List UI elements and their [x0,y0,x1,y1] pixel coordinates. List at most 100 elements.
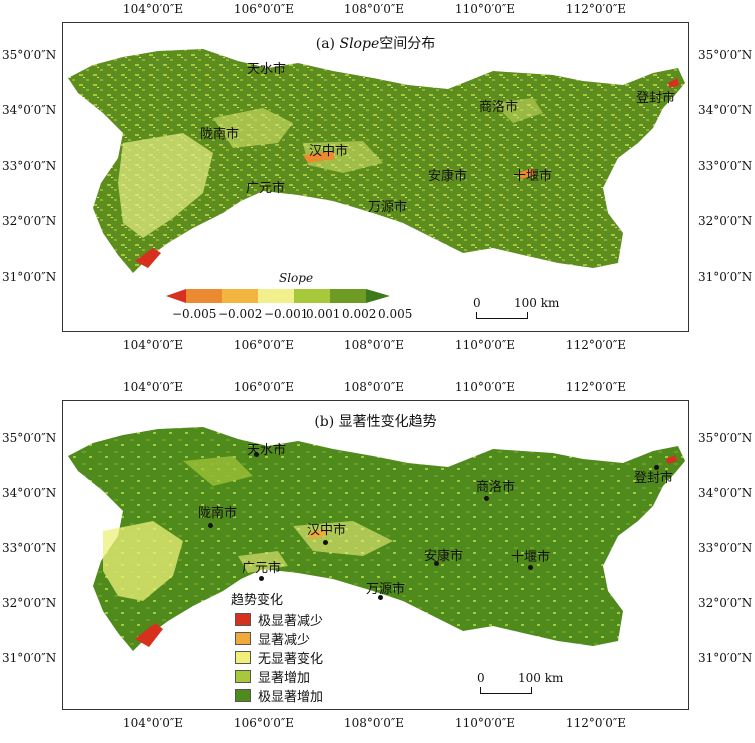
y-tick-right: 35°0′0″N [698,48,753,62]
legend-label: 0.002 [342,307,377,321]
legend-swatch [235,632,251,645]
red-patch [303,151,335,163]
x-tick-top: 108°0′0″E [343,2,405,16]
pale-zone [103,521,183,601]
legend-label: −0.001 [264,307,309,321]
x-tick-top: 104°0′0″E [122,2,184,16]
y-tick-right: 35°0′0″N [698,431,753,445]
city-marker [323,540,328,545]
legend-title: Slope [279,271,314,285]
y-tick-right: 31°0′0″N [698,651,753,665]
city-label-shangluo: 商洛市 [476,480,516,495]
x-tick-top: 104°0′0″E [122,380,184,394]
y-tick-left: 32°0′0″N [2,596,57,610]
legend-swatch [258,289,294,303]
y-tick-right: 31°0′0″N [698,270,753,284]
x-tick-bottom: 104°0′0″E [122,338,184,352]
y-tick-left: 34°0′0″N [2,486,57,500]
x-tick-top: 110°0′0″E [454,2,516,16]
x-tick-bottom: 106°0′0″E [233,338,295,352]
city-label-longnan: 陇南市 [200,127,240,142]
y-tick-left: 35°0′0″N [2,48,57,62]
legend-swatch [235,651,251,664]
legend-item: 显著增加 [231,667,361,686]
map-frame: (a) Slope空间分布 天水市 商洛市 登封市 陇南市 汉中市 安康市 十堰… [62,22,689,332]
y-tick-left: 33°0′0″N [2,541,57,555]
city-marker [208,523,213,528]
city-label-guangyuan: 广元市 [246,181,286,196]
city-label-tianshui: 天水市 [247,62,287,77]
pale-zone [293,521,393,556]
x-tick-top: 106°0′0″E [233,380,295,394]
panel-title: (b) 显著性变化趋势 [314,414,437,430]
y-tick-right: 33°0′0″N [698,159,753,173]
red-patch [668,78,679,88]
pale-zone [238,551,288,573]
y-tick-right: 34°0′0″N [698,486,753,500]
trend-legend: 趋势变化 极显著减少 显著减少 无显著变化 显著增加 极显著增加 [231,589,361,705]
legend-swatch [235,689,251,702]
y-tick-left: 31°0′0″N [2,270,57,284]
city-label-shangluo: 商洛市 [479,100,519,115]
legend-label: 0.005 [378,307,413,321]
legend-colorbar [166,289,390,303]
legend-label: 0.001 [306,307,341,321]
pale-zone [118,133,213,238]
city-label-shiyan: 十堰市 [511,550,551,565]
red-patch [135,623,163,647]
city-label-guangyuan: 广元市 [242,561,282,576]
legend-swatch [235,670,251,683]
legend-item: 无显著变化 [231,648,361,667]
legend-arrow-low [166,289,186,303]
y-tick-right: 34°0′0″N [698,103,753,117]
city-label-dengfeng: 登封市 [636,91,676,106]
y-tick-left: 34°0′0″N [2,103,57,117]
red-patch [518,168,535,179]
region-map [68,427,685,651]
legend-arrow-high [366,289,390,303]
legend-item: 极显著减少 [231,610,361,629]
red-patch [308,529,327,539]
city-marker [254,452,259,457]
y-tick-left: 35°0′0″N [2,431,57,445]
y-tick-left: 31°0′0″N [2,651,57,665]
city-label-wanyuan: 万源市 [368,200,408,215]
y-tick-left: 33°0′0″N [2,159,57,173]
y-tick-right: 33°0′0″N [698,541,753,555]
city-marker [378,595,383,600]
city-label-ankang: 安康市 [424,549,464,564]
legend-swatch [330,289,366,303]
x-tick-bottom: 112°0′0″E [565,338,627,352]
city-label-dengfeng: 登封市 [634,471,674,486]
legend-label: −0.002 [218,307,263,321]
city-label-hanzhong: 汉中市 [307,523,347,538]
x-tick-top: 110°0′0″E [454,380,516,394]
map-frame: (b) 显著性变化趋势 天水市 商洛市 登封市 陇南市 汉中市 安康市 十堰市 … [62,400,689,710]
city-marker [528,565,533,570]
legend-swatch [186,289,222,303]
legend-label: −0.005 [172,307,217,321]
x-tick-bottom: 110°0′0″E [454,338,516,352]
x-tick-bottom: 106°0′0″E [233,716,295,730]
y-tick-right: 32°0′0″N [698,214,753,228]
red-patch [666,455,677,464]
red-patch [135,248,161,268]
x-tick-bottom: 110°0′0″E [454,716,516,730]
legend-item: 极显著增加 [231,686,361,705]
city-label-tianshui: 天水市 [247,443,287,458]
city-marker [434,561,439,566]
city-label-longnan: 陇南市 [198,506,238,521]
panel-slope-distribution: 104°0′0″E 106°0′0″E 108°0′0″E 110°0′0″E … [0,0,755,365]
city-marker [484,496,489,501]
x-tick-top: 108°0′0″E [343,380,405,394]
x-tick-top: 112°0′0″E [565,2,627,16]
x-tick-top: 112°0′0″E [565,380,627,394]
x-tick-top: 106°0′0″E [233,2,295,16]
x-tick-bottom: 104°0′0″E [122,716,184,730]
legend-swatch [222,289,258,303]
city-label-shiyan: 十堰市 [513,169,553,184]
pale-zone [303,141,383,173]
city-label-ankang: 安康市 [428,169,468,184]
x-tick-bottom: 108°0′0″E [343,338,405,352]
y-tick-left: 32°0′0″N [2,214,57,228]
